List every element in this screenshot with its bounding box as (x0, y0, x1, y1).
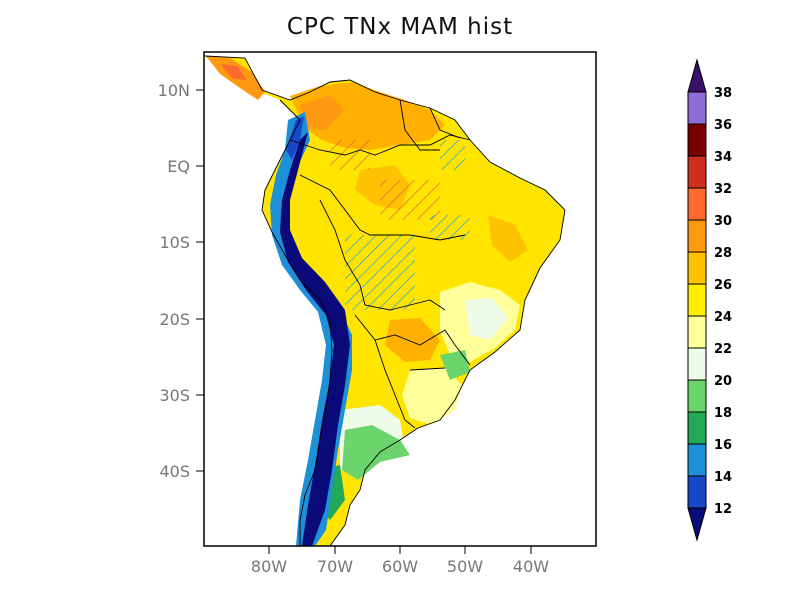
hatch-blue-3 (440, 140, 465, 170)
colorbar-label: 28 (714, 246, 732, 261)
lat-label-10s: 10S (159, 233, 190, 252)
colorbar-box (687, 219, 707, 253)
andes-band-dark (280, 132, 350, 546)
colorbar-label: 38 (714, 86, 732, 101)
colorbar-label: 36 (714, 118, 732, 133)
temperature-field (204, 55, 566, 546)
colorbar-box (687, 379, 707, 413)
andes-band-mid (286, 116, 304, 160)
lat-ticks (196, 89, 204, 472)
lon-label-80w: 80W (251, 557, 287, 576)
colorbar-label: 12 (714, 502, 732, 517)
hatch-red-1 (330, 140, 370, 170)
colorbar-label: 14 (714, 470, 732, 485)
colorbar-label: 32 (714, 182, 732, 197)
warm-south (385, 318, 440, 362)
colorbar-box (687, 251, 707, 285)
colorbar-label: 18 (714, 406, 732, 421)
hatch-red-2 (380, 180, 440, 220)
cool-se2 (465, 298, 508, 340)
lat-label-30s: 30S (159, 386, 190, 405)
lon-label-70w: 70W (317, 557, 353, 576)
country-borders (204, 55, 566, 546)
colorbar-box (687, 443, 707, 477)
colorbar-box (687, 315, 707, 349)
lat-label-20s: 20S (159, 310, 190, 329)
colorbar-box (687, 91, 707, 125)
central-america-hot (220, 64, 246, 80)
lon-label-60w: 60W (382, 557, 418, 576)
colorbar-high-triangle (687, 58, 707, 93)
lon-label-50w: 50W (447, 557, 483, 576)
colorbar-label: 34 (714, 150, 732, 165)
colorbar-box (687, 283, 707, 317)
colorbar: 12 14 16 18 20 22 24 26 28 30 32 34 36 38 (687, 58, 732, 542)
lon-ticks (268, 546, 532, 554)
colorbar-label: 24 (714, 310, 732, 325)
colorbar-box (687, 411, 707, 445)
lon-label-40w: 40W (513, 557, 549, 576)
colorbar-label: 20 (714, 374, 732, 389)
warm-ne (488, 215, 528, 262)
colorbar-label: 22 (714, 342, 732, 357)
colorbar-label: 26 (714, 278, 732, 293)
hatch-blue-1 (345, 235, 415, 310)
map-title: CPC TNx MAM hist (286, 14, 514, 40)
green-patagonia (342, 425, 410, 480)
colorbar-box (687, 187, 707, 221)
hot-north (300, 95, 345, 130)
colorbar-label: 16 (714, 438, 732, 453)
lat-label-40s: 40S (159, 462, 190, 481)
colorbar-box (687, 155, 707, 189)
green-south-brazil (440, 350, 470, 380)
colorbar-low-triangle (687, 507, 707, 542)
colorbar-box (687, 347, 707, 381)
colorbar-box (687, 123, 707, 157)
colorbar-label: 30 (714, 214, 732, 229)
lat-label-10n: 10N (158, 81, 190, 100)
lat-label-eq: EQ (167, 157, 190, 176)
colorbar-box (687, 475, 707, 509)
